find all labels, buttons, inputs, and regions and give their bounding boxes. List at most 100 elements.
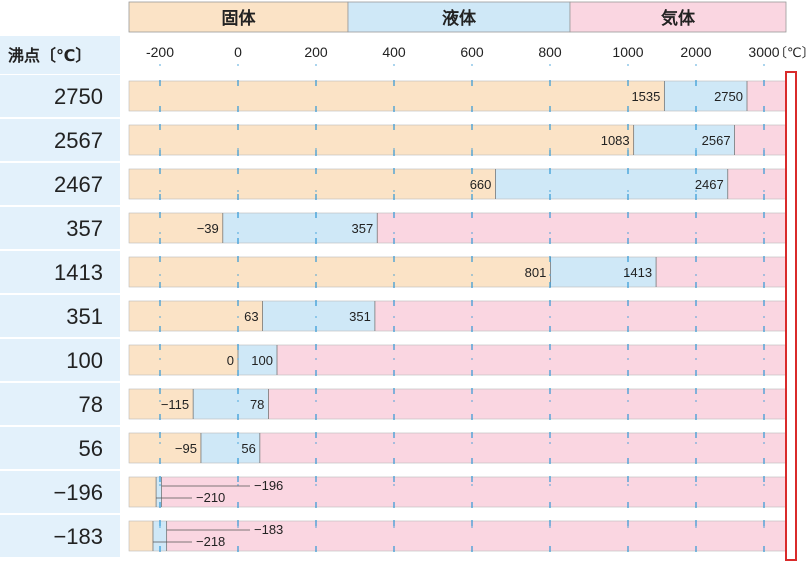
liquid-bar bbox=[633, 125, 735, 155]
x-tick-8: 3000 bbox=[748, 44, 779, 60]
melting-value: 1083 bbox=[601, 133, 630, 148]
row-label-cell bbox=[0, 383, 120, 425]
x-unit-label: 〔℃〕 bbox=[774, 45, 810, 60]
solid-bar bbox=[129, 125, 634, 155]
liquid-bar bbox=[200, 433, 260, 463]
gas-bar bbox=[377, 213, 786, 243]
gas-bar bbox=[166, 521, 786, 551]
melting-value: 801 bbox=[525, 265, 547, 280]
boiling-value: 78 bbox=[250, 397, 264, 412]
x-tick-7: 2000 bbox=[680, 44, 711, 60]
row-label-cell bbox=[0, 75, 120, 117]
solid-bar bbox=[129, 477, 157, 507]
solid-bar bbox=[129, 521, 153, 551]
row-label: 2467 bbox=[54, 172, 103, 197]
row-label: 2567 bbox=[54, 128, 103, 153]
boiling-value: 351 bbox=[349, 309, 371, 324]
row-label-cell bbox=[0, 163, 120, 205]
liquid-bar bbox=[238, 345, 277, 375]
row-header-label: 沸点〔℃〕 bbox=[8, 46, 91, 65]
row-label: 100 bbox=[66, 348, 103, 373]
solid-bar bbox=[129, 301, 263, 331]
phase-header: 固体 液体 気体 bbox=[128, 1, 787, 33]
row-header-cell bbox=[0, 36, 120, 74]
row-label: 1413 bbox=[54, 260, 103, 285]
boiling-value: 357 bbox=[352, 221, 374, 236]
solid-bar bbox=[129, 257, 551, 287]
phase-label-0: 固体 bbox=[222, 8, 257, 28]
x-tick-4: 600 bbox=[460, 44, 484, 60]
solid-bar bbox=[129, 433, 201, 463]
solid-bar bbox=[129, 81, 665, 111]
melting-value: 1535 bbox=[631, 89, 660, 104]
row-label: 351 bbox=[66, 304, 103, 329]
x-tick-3: 400 bbox=[382, 44, 406, 60]
boiling-value: 56 bbox=[241, 441, 255, 456]
boiling-value: 100 bbox=[251, 353, 273, 368]
row-label-cell bbox=[0, 471, 120, 513]
gas-bar bbox=[277, 345, 786, 375]
liquid-bar bbox=[152, 521, 167, 551]
melting-value: 0 bbox=[227, 353, 234, 368]
row-label: −196 bbox=[53, 480, 103, 505]
phase-band-2 bbox=[569, 1, 787, 33]
liquid-bar bbox=[664, 81, 747, 111]
phase-band-0 bbox=[128, 1, 349, 33]
solid-bar bbox=[129, 213, 223, 243]
row-label-cell bbox=[0, 515, 120, 557]
gridlines bbox=[159, 64, 765, 552]
row-label: 56 bbox=[79, 436, 103, 461]
gas-bar bbox=[747, 81, 786, 111]
phase-band-1 bbox=[347, 1, 571, 33]
row-label: 357 bbox=[66, 216, 103, 241]
boiling-value: 1413 bbox=[623, 265, 652, 280]
liquid-bar bbox=[156, 477, 162, 507]
solid-bar bbox=[129, 345, 238, 375]
melting-value: −39 bbox=[197, 221, 219, 236]
row-label: 78 bbox=[79, 392, 103, 417]
gas-bar bbox=[161, 477, 786, 507]
melting-value: −218 bbox=[196, 534, 225, 549]
gas-bar bbox=[374, 301, 786, 331]
liquid-bar bbox=[193, 389, 269, 419]
row-label: −183 bbox=[53, 524, 103, 549]
row-label: 2750 bbox=[54, 84, 103, 109]
phase-label-1: 液体 bbox=[442, 8, 477, 28]
solid-bar bbox=[129, 389, 194, 419]
row-label-cell bbox=[0, 295, 120, 337]
rows: 2750 2567 2467 357 1413 351 100 78 56 −196 −183 bbox=[0, 75, 787, 559]
x-axis: 沸点〔℃〕 -200 0 200 400 600 800 1000 2000 3000〔℃〕 bbox=[0, 36, 810, 74]
x-tick-6: 1000 bbox=[612, 44, 643, 60]
liquid-bar bbox=[550, 257, 657, 287]
row-label-cell bbox=[0, 251, 120, 293]
liquid-bar bbox=[262, 301, 375, 331]
melting-value: −115 bbox=[161, 397, 189, 412]
x-tick-2: 200 bbox=[304, 44, 328, 60]
x-tick-0: -200 bbox=[146, 44, 174, 60]
boiling-value: −196 bbox=[254, 478, 283, 493]
row-label-cell bbox=[0, 119, 120, 161]
boiling-value: 2567 bbox=[702, 133, 731, 148]
row-label-cell bbox=[0, 207, 120, 249]
gas-bar bbox=[727, 169, 786, 199]
phase-label-2: 気体 bbox=[660, 8, 696, 28]
row-label-cell bbox=[0, 427, 120, 469]
melting-value: 63 bbox=[244, 309, 258, 324]
melting-value: −210 bbox=[196, 490, 225, 505]
solid-bar bbox=[129, 169, 496, 199]
gas-bar bbox=[268, 389, 786, 419]
x-tick-1: 0 bbox=[234, 44, 242, 60]
gas-bar bbox=[259, 433, 787, 463]
gas-bar bbox=[656, 257, 786, 287]
row-label-cell bbox=[0, 339, 120, 381]
frame bbox=[785, 71, 797, 561]
melting-value: 660 bbox=[470, 177, 492, 192]
boiling-value: 2750 bbox=[714, 89, 743, 104]
liquid-bar bbox=[495, 169, 728, 199]
melting-value: −95 bbox=[175, 441, 197, 456]
gas-bar bbox=[734, 125, 786, 155]
right-red-frame bbox=[785, 71, 797, 561]
boiling-value: −183 bbox=[254, 522, 283, 537]
liquid-bar bbox=[222, 213, 378, 243]
